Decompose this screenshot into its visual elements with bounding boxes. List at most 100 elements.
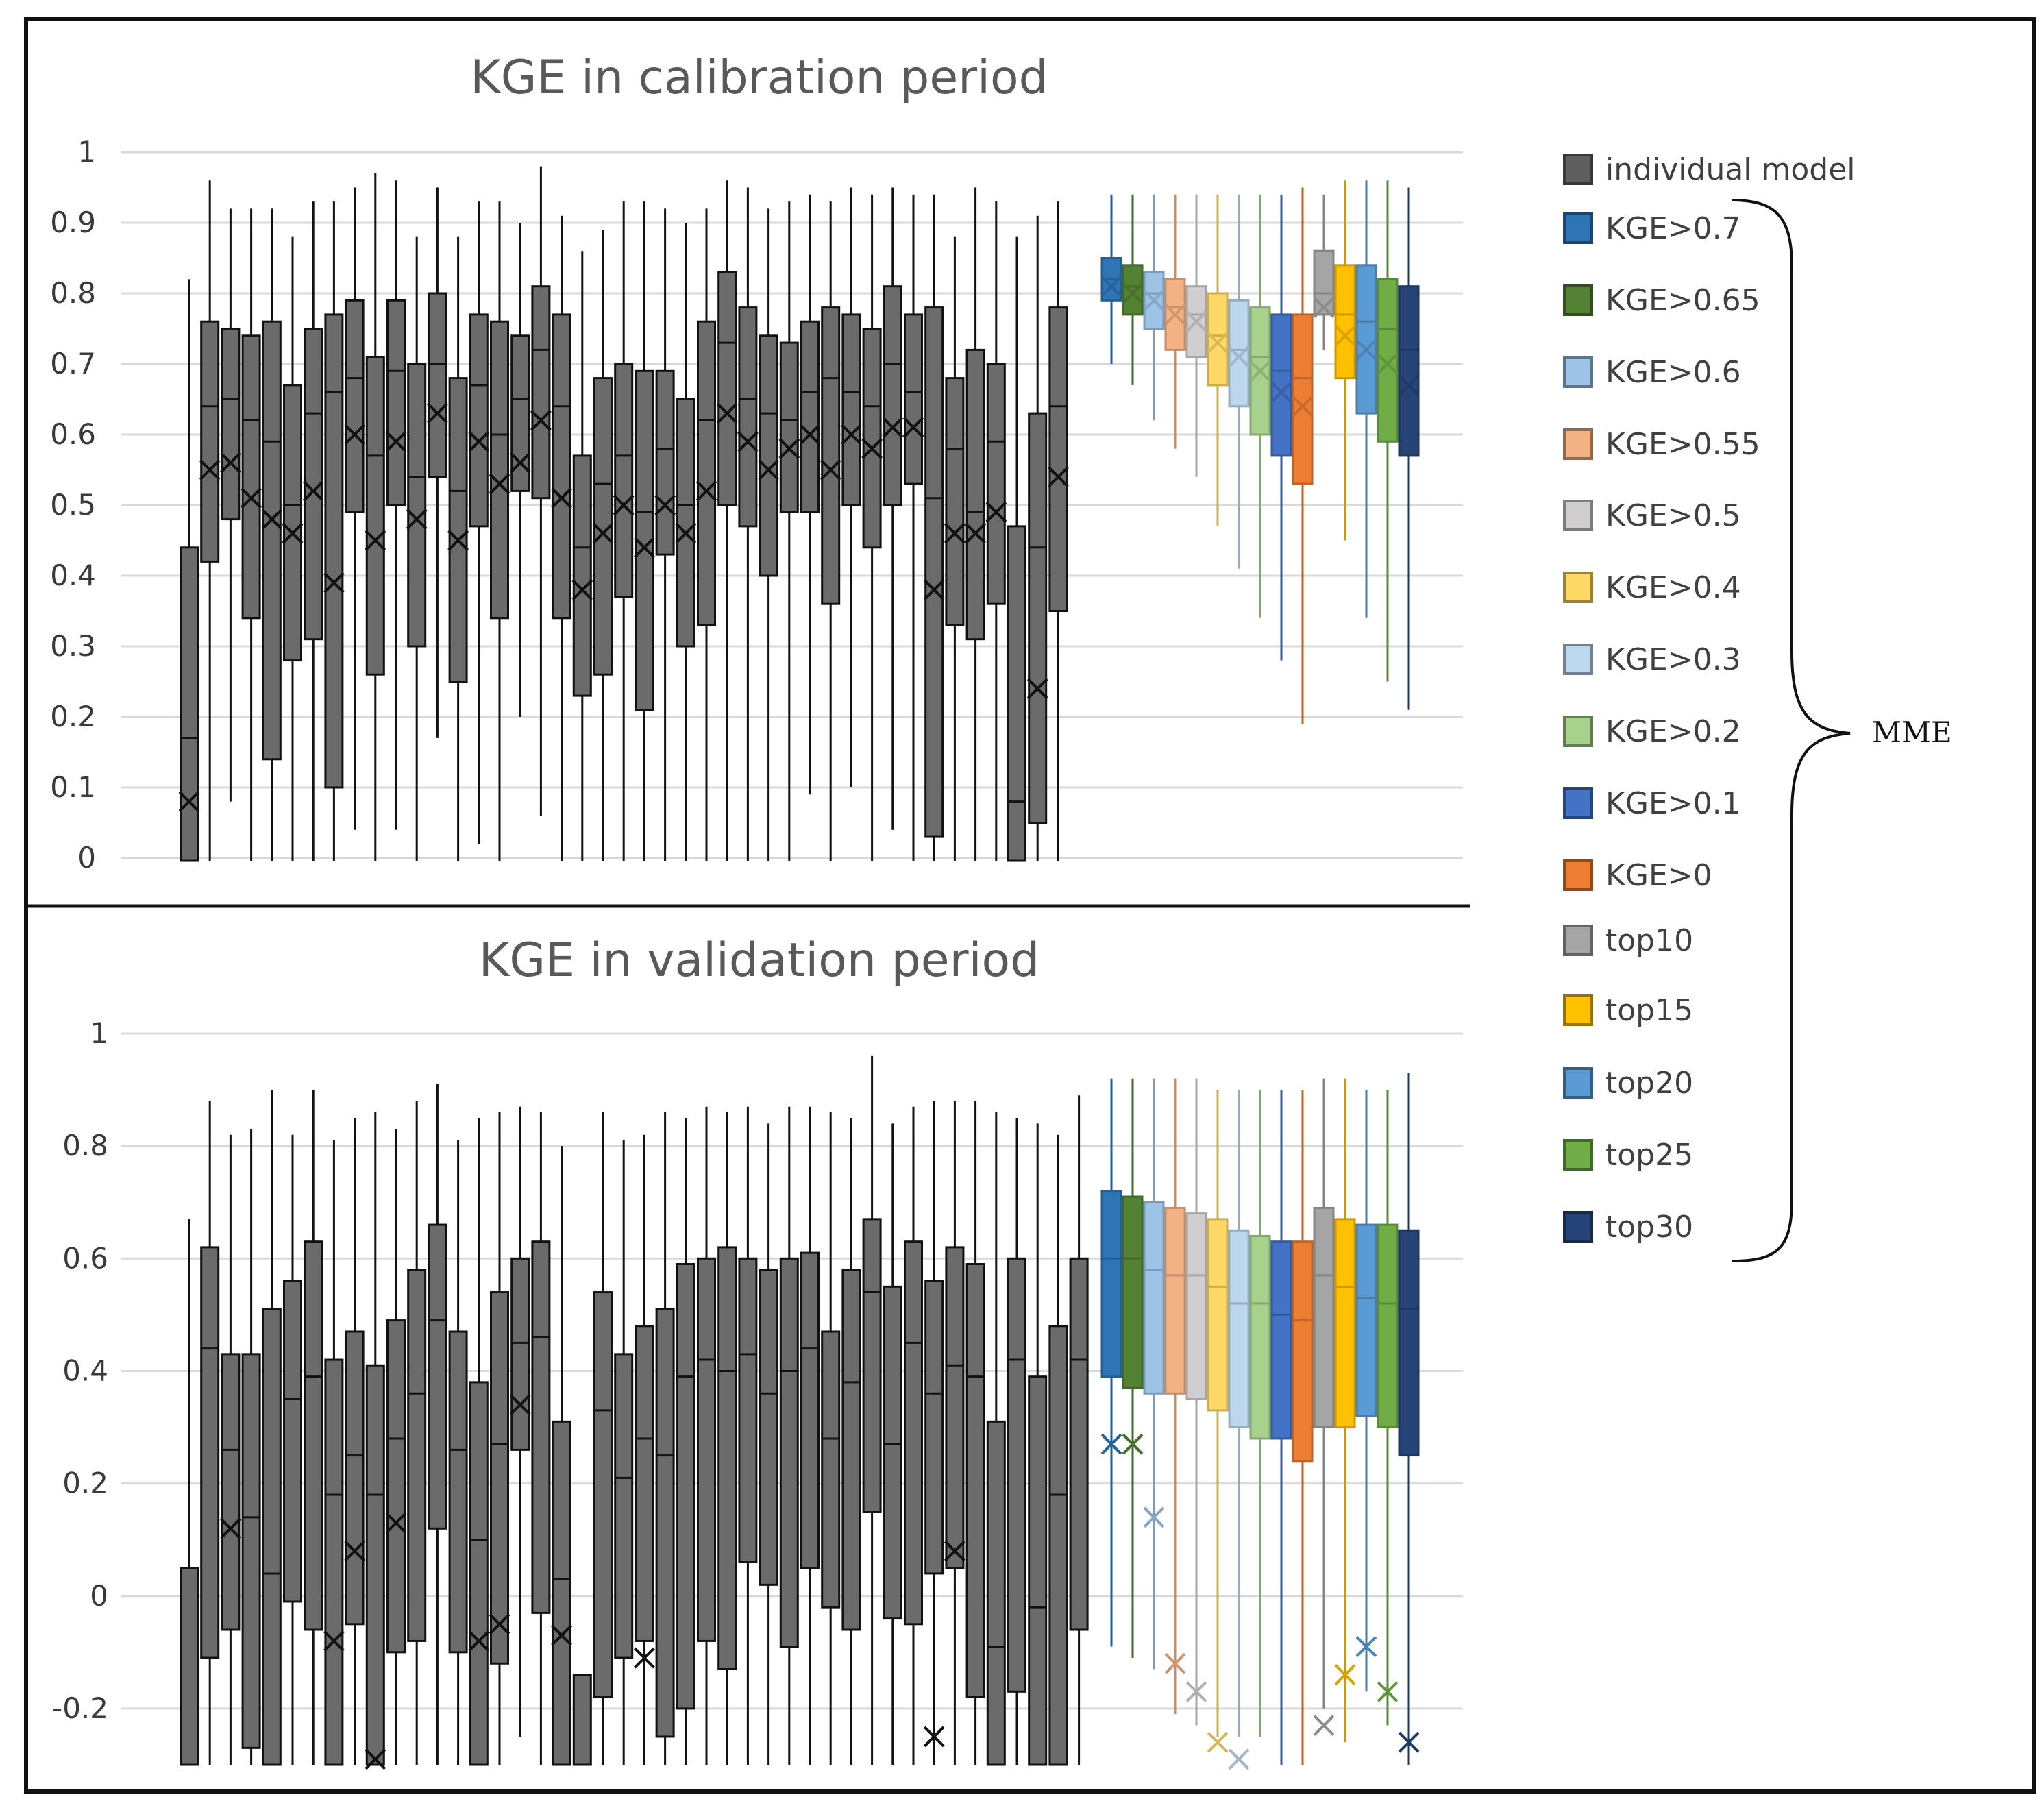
validation-box-top30: [1398, 1073, 1420, 1765]
validation-box-individual-6-iqr-box: [283, 1280, 302, 1603]
calibration-box-kge-0-65-iqr-box: [1122, 264, 1144, 316]
calibration-box-individual-34-mean-marker: [861, 438, 883, 460]
mme-label: MME: [1872, 716, 1952, 749]
calibration-box-individual-5: [261, 208, 283, 861]
calibration-box-individual-43-mean-marker: [1047, 466, 1069, 488]
calibration-box-individual-35-mean-marker: [882, 417, 904, 439]
validation-box-kge-0-4-mean-marker: [1207, 1731, 1229, 1753]
calibration-box-individual-17-mean-marker: [509, 452, 531, 474]
legend-label: top15: [1605, 993, 1693, 1028]
validation-box-individual-7-iqr-box: [304, 1240, 323, 1631]
calibration-box-individual-33-mean-marker: [840, 424, 862, 445]
validation-box-individual-7: [304, 1090, 323, 1765]
legend-entry: top25: [1563, 1138, 1693, 1173]
validation-box-individual-16: [489, 1112, 510, 1765]
validation-box-individual-8-iqr-box: [324, 1358, 344, 1766]
validation-box-individual-1: [180, 1219, 199, 1766]
calibration-box-individual-35: [882, 187, 904, 830]
validation-box-individual-17-iqr-box: [510, 1257, 530, 1451]
validation-box-individual-24-iqr-box: [655, 1308, 675, 1738]
legend-swatch: [1563, 428, 1593, 460]
calibration-box-individual-9: [344, 187, 366, 830]
legend-entry: KGE>0.6: [1563, 355, 1741, 390]
calibration-boxplots: [178, 166, 1420, 862]
legend-label: top20: [1605, 1066, 1693, 1101]
legend-label: top10: [1605, 923, 1693, 958]
validation-box-kge-0: [1292, 1090, 1314, 1765]
calibration-box-individual-31: [799, 194, 821, 795]
calibration-box-individual-24: [654, 208, 676, 861]
validation-box-kge-0-55: [1164, 1078, 1186, 1715]
calibration-box-individual-29-mean-marker: [758, 459, 780, 480]
calibration-box-individual-11-iqr-box: [386, 299, 406, 506]
calibration-box-individual-39-iqr-box: [965, 348, 985, 641]
validation-box-individual-15-mean-marker: [468, 1630, 490, 1652]
calibration-box-individual-18-iqr-box: [531, 285, 551, 500]
calibration-box-individual-33: [840, 187, 862, 787]
calibration-box-individual-28: [737, 187, 759, 861]
calibration-box-individual-31-iqr-box: [800, 320, 820, 513]
calibration-box-individual-31-mean-marker: [799, 424, 821, 445]
legend-swatch: [1563, 644, 1593, 675]
calibration-box-individual-7-mean-marker: [302, 480, 324, 502]
calibration-box-individual-5-iqr-box: [262, 320, 282, 761]
calibration-box-individual-43-iqr-box: [1048, 306, 1068, 612]
validation-y-tick-label: 0: [90, 1579, 108, 1613]
calibration-box-kge-0-mean-marker: [1292, 395, 1314, 417]
calibration-box-individual-16-mean-marker: [489, 473, 510, 495]
validation-box-individual-35-iqr-box: [883, 1285, 902, 1620]
validation-box-individual-10-mean-marker: [365, 1748, 386, 1770]
calibration-box-kge-0-4: [1207, 194, 1229, 526]
calibration-box-kge-0-3: [1228, 194, 1250, 569]
calibration-box-top10-iqr-box: [1313, 249, 1335, 316]
validation-box-individual-39: [965, 1101, 985, 1765]
validation-box-individual-2-iqr-box: [200, 1246, 220, 1659]
validation-box-individual-39-iqr-box: [965, 1263, 985, 1699]
calibration-box-kge-0-4-mean-marker: [1207, 332, 1229, 354]
calibration-box-individual-6-iqr-box: [283, 384, 302, 662]
legend-label: KGE>0.1: [1605, 786, 1741, 821]
calibration-box-top15-mean-marker: [1334, 325, 1356, 347]
validation-y-tick-label: 0.8: [62, 1129, 108, 1162]
validation-box-kge-0-5-mean-marker: [1185, 1680, 1207, 1702]
validation-box-individual-38: [944, 1101, 965, 1765]
legend-swatch: [1563, 925, 1593, 956]
legend-entry: KGE>0.1: [1563, 786, 1741, 821]
validation-box-kge-0-2: [1249, 1090, 1271, 1737]
calibration-box-individual-10-iqr-box: [365, 356, 385, 676]
calibration-box-individual-41-iqr-box: [1007, 525, 1026, 862]
legend-label: KGE>0.5: [1605, 498, 1741, 533]
validation-box-individual-2: [200, 1101, 220, 1765]
validation-box-kge-0-55-iqr-box: [1164, 1206, 1186, 1395]
calibration-y-tick-label: 0.5: [50, 488, 96, 522]
calibration-y-tick-label: 0.7: [50, 347, 96, 380]
calibration-box-individual-27: [716, 180, 738, 861]
legend-label: individual model: [1605, 152, 1856, 187]
validation-box-individual-38-mean-marker: [944, 1540, 965, 1562]
validation-box-kge-0-5: [1185, 1078, 1207, 1726]
validation-box-individual-36-iqr-box: [904, 1240, 923, 1626]
legend-label: KGE>0.6: [1605, 355, 1741, 390]
validation-box-kge-0-2-iqr-box: [1249, 1234, 1271, 1440]
validation-box-individual-16-iqr-box: [490, 1291, 509, 1665]
validation-box-individual-31: [800, 1106, 820, 1765]
calibration-chart-title: KGE in calibration period: [470, 51, 1048, 105]
calibration-box-individual-20: [571, 251, 593, 861]
validation-box-individual-9-mean-marker: [344, 1540, 366, 1562]
calibration-box-kge-0-1-mean-marker: [1270, 381, 1292, 403]
calibration-box-individual-35-iqr-box: [883, 285, 902, 506]
calibration-box-individual-3-iqr-box: [221, 328, 241, 521]
validation-box-individual-20-iqr-box: [572, 1674, 592, 1766]
legend-entry: top20: [1563, 1066, 1693, 1101]
calibration-box-individual-29: [758, 208, 780, 861]
validation-box-individual-40-iqr-box: [986, 1420, 1006, 1766]
calibration-y-tick-label: 0.4: [50, 559, 96, 592]
validation-box-kge-0-7-iqr-box: [1100, 1190, 1122, 1378]
calibration-box-individual-28-mean-marker: [737, 430, 759, 452]
calibration-box-individual-39: [965, 187, 987, 861]
calibration-box-individual-32-iqr-box: [821, 306, 841, 605]
calibration-box-individual-24-mean-marker: [654, 494, 676, 516]
calibration-box-top25-iqr-box: [1377, 278, 1399, 443]
validation-box-individual-3-iqr-box: [221, 1353, 241, 1631]
validation-box-individual-25: [676, 1118, 695, 1765]
